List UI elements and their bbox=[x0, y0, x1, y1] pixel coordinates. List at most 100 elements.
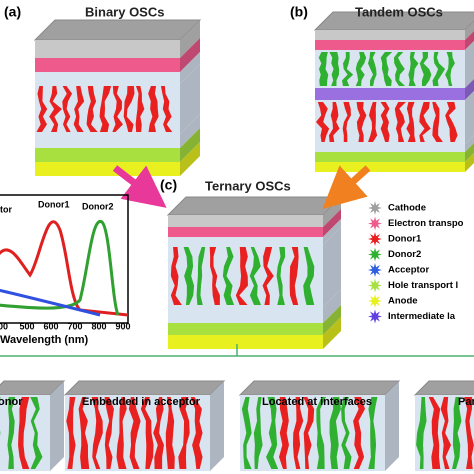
domain-blob bbox=[241, 397, 252, 469]
domain-blob bbox=[140, 397, 154, 469]
x-tick-label: 700 bbox=[67, 321, 82, 331]
panel-label: (c) bbox=[160, 177, 177, 193]
layer-side bbox=[465, 153, 474, 172]
box-top bbox=[33, 19, 202, 41]
domain-blob bbox=[36, 86, 48, 132]
layer-side bbox=[323, 209, 341, 237]
arrow bbox=[322, 165, 371, 210]
domain-blob bbox=[393, 52, 406, 86]
domain-blob bbox=[104, 397, 114, 469]
domain-blob bbox=[30, 397, 43, 469]
layer-side bbox=[180, 20, 200, 58]
domain-blob bbox=[153, 397, 164, 469]
domain-blob bbox=[128, 397, 141, 469]
domain-blob bbox=[440, 397, 452, 469]
layer-side bbox=[465, 21, 474, 40]
box-top bbox=[413, 380, 474, 396]
layer bbox=[168, 215, 323, 227]
layer-side bbox=[465, 91, 474, 144]
domain-blob bbox=[135, 86, 145, 132]
layer-side bbox=[180, 142, 200, 176]
layer bbox=[35, 40, 180, 58]
domain-blob bbox=[316, 102, 330, 142]
legend-swatch bbox=[368, 263, 382, 277]
domain-blob bbox=[66, 397, 76, 469]
layer-side bbox=[180, 38, 200, 72]
domain-blob bbox=[316, 397, 326, 469]
layer bbox=[168, 323, 323, 335]
legend-swatch bbox=[368, 247, 382, 262]
domain-blob bbox=[341, 397, 352, 469]
layer bbox=[35, 72, 180, 84]
legend-label: Intermediate la bbox=[388, 311, 456, 322]
domain-blob bbox=[432, 52, 446, 86]
domain-blob bbox=[253, 397, 263, 469]
layer-side bbox=[465, 79, 474, 100]
domain-blob bbox=[419, 102, 431, 142]
domain-blob bbox=[329, 397, 341, 469]
legend-label: Acceptor bbox=[388, 265, 429, 276]
domain-blob bbox=[209, 247, 220, 305]
layer bbox=[168, 227, 323, 237]
domain-blob bbox=[222, 247, 235, 305]
layer bbox=[315, 30, 465, 40]
domain-blob bbox=[73, 86, 85, 132]
domain-blob bbox=[368, 397, 378, 469]
legend-label: Electron transpo bbox=[388, 218, 464, 229]
layer bbox=[315, 88, 465, 100]
layer bbox=[168, 335, 323, 349]
domain-blob bbox=[170, 247, 182, 305]
box-top bbox=[63, 380, 226, 396]
domain-blob bbox=[91, 397, 103, 469]
domain-blob bbox=[445, 52, 455, 86]
layer bbox=[315, 144, 465, 152]
domain-blob bbox=[183, 247, 195, 305]
panel-label: (a) bbox=[4, 4, 21, 20]
domain-blob bbox=[165, 397, 175, 469]
domain-blob bbox=[116, 397, 127, 469]
domain-blob bbox=[342, 52, 354, 86]
layer-side bbox=[465, 31, 474, 50]
layer-side bbox=[323, 219, 341, 245]
inset-label: Donor1 bbox=[38, 199, 70, 209]
case-title: Embedded in acceptor bbox=[82, 396, 201, 408]
domain-blob bbox=[99, 86, 112, 132]
spectrum-inset bbox=[0, 194, 129, 324]
panel-title: Binary OSCs bbox=[85, 4, 164, 19]
domain-blob bbox=[368, 102, 378, 142]
domain-blob bbox=[249, 247, 262, 305]
stacks bbox=[0, 11, 474, 471]
inset-label: Donor2 bbox=[82, 201, 114, 211]
inset-xlabel: Wavelength (nm) bbox=[0, 334, 89, 346]
legend-label: Anode bbox=[388, 296, 418, 307]
domain-blob bbox=[7, 397, 16, 469]
layer bbox=[35, 148, 180, 162]
domain-blob bbox=[178, 397, 190, 469]
box-top bbox=[166, 196, 343, 216]
panel-title: Tandem OSCs bbox=[355, 4, 443, 19]
domain-blob bbox=[266, 397, 279, 469]
domain-blob bbox=[49, 86, 62, 132]
legend-label: Hole transport l bbox=[388, 280, 458, 291]
domain-blob bbox=[279, 397, 289, 469]
legend-swatch bbox=[368, 309, 382, 324]
domain-blob bbox=[367, 52, 377, 86]
panel-label: (b) bbox=[290, 4, 308, 20]
domain-blob bbox=[355, 52, 367, 86]
layer-side bbox=[465, 135, 474, 152]
case-title: lonor bbox=[0, 396, 23, 408]
x-tick-label: 900 bbox=[115, 321, 130, 331]
domain-blob bbox=[380, 52, 393, 86]
inset-label: tor bbox=[0, 204, 12, 214]
domain-blob bbox=[62, 86, 73, 132]
domain-blob bbox=[289, 247, 299, 305]
layer-side bbox=[323, 305, 341, 335]
panel-title: Ternary OSCs bbox=[205, 178, 291, 193]
layer bbox=[35, 58, 180, 72]
domain-blob bbox=[293, 397, 304, 469]
domain-blob bbox=[445, 102, 458, 142]
bracket bbox=[0, 344, 474, 357]
domain-blob bbox=[452, 397, 462, 469]
domain-blob bbox=[432, 102, 443, 142]
legend-label: Donor2 bbox=[388, 249, 421, 260]
